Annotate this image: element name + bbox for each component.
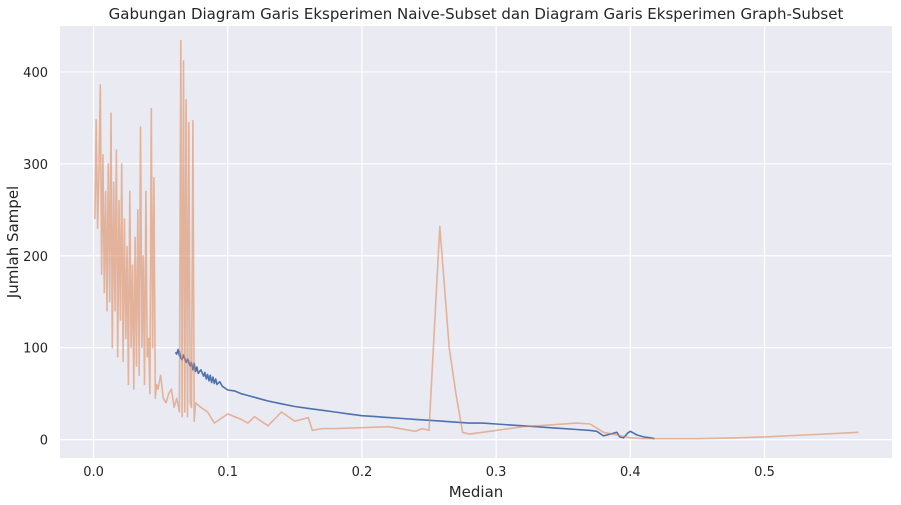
series-layer <box>94 39 859 440</box>
plot-background <box>60 26 892 458</box>
y-tick-label: 200 <box>23 250 48 265</box>
series-line-2 <box>94 39 859 440</box>
grid-lines <box>60 26 892 458</box>
x-tick-label: 0.4 <box>620 465 641 480</box>
y-tick-label: 300 <box>23 158 48 173</box>
x-tick-label: 0.3 <box>486 465 507 480</box>
y-axis-title: Jumlah Sampel <box>4 186 22 299</box>
y-tick-label: 100 <box>23 342 48 357</box>
series-line-1 <box>174 348 655 440</box>
y-tick-label: 0 <box>40 434 48 449</box>
y-tick-label: 400 <box>23 66 48 81</box>
x-tick-label: 0.5 <box>754 465 775 480</box>
chart-title: Gabungan Diagram Garis Eksperimen Naive-… <box>109 5 844 23</box>
x-axis-title: Median <box>449 483 504 501</box>
x-tick-label: 0.2 <box>352 465 373 480</box>
x-tick-label: 0.0 <box>83 465 104 480</box>
tick-labels: 0.0 0.1 0.2 0.3 0.4 0.5 0 100 200 300 400 <box>23 66 775 480</box>
x-tick-label: 0.1 <box>217 465 238 480</box>
